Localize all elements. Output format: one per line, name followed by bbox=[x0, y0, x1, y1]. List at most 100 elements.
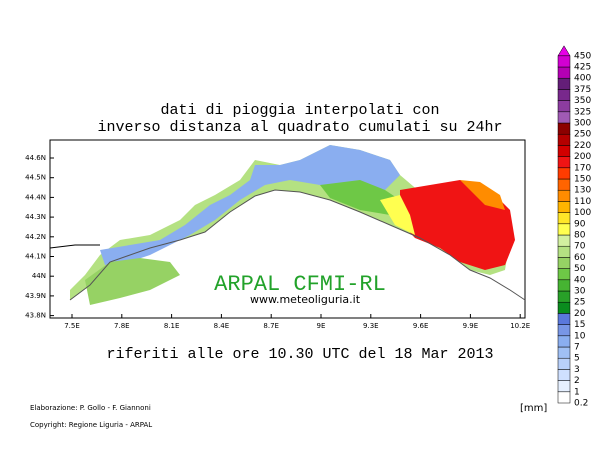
lon-label: 9.9E bbox=[463, 322, 479, 330]
legend-label: 15 bbox=[574, 320, 585, 330]
legend-label: 0.2 bbox=[574, 399, 588, 409]
legend-swatch bbox=[557, 133, 571, 146]
logo: ARPAL CFMI-RL bbox=[214, 272, 386, 297]
legend-swatch bbox=[557, 324, 571, 337]
lat-label: 44.1N bbox=[25, 253, 46, 261]
legend-swatch bbox=[557, 357, 571, 370]
legend-label: 350 bbox=[574, 96, 591, 106]
lat-label: 44.3N bbox=[25, 213, 46, 221]
lon-label: 9.6E bbox=[413, 322, 429, 330]
lat-label: 44.6N bbox=[25, 154, 46, 162]
legend-label: 220 bbox=[574, 141, 591, 151]
legend-label: 300 bbox=[574, 119, 591, 129]
legend-swatch bbox=[557, 223, 571, 236]
legend-swatch bbox=[557, 257, 571, 269]
land bbox=[320, 180, 400, 215]
legend-swatch bbox=[557, 268, 571, 281]
legend-label: 250 bbox=[574, 130, 591, 140]
legend-label: 375 bbox=[574, 85, 591, 95]
lat-label: 44.5N bbox=[25, 174, 46, 182]
title: dati di pioggia interpolati con bbox=[160, 102, 439, 119]
legend-label: 1 bbox=[574, 387, 580, 397]
legend-swatch bbox=[557, 100, 571, 113]
legend-label: 70 bbox=[574, 242, 586, 252]
land bbox=[100, 145, 400, 265]
land bbox=[85, 258, 180, 305]
lon-label: 7.8E bbox=[114, 322, 130, 330]
lon-label: 7.5E bbox=[64, 322, 80, 330]
legend-label: 7 bbox=[574, 343, 580, 353]
legend-swatch bbox=[557, 89, 571, 101]
legend-swatch bbox=[557, 145, 571, 157]
legend-label: 2 bbox=[574, 376, 580, 386]
legend-swatch bbox=[557, 111, 571, 124]
legend-label: 130 bbox=[574, 186, 591, 196]
lon-label: 9.3E bbox=[363, 322, 379, 330]
legend-swatch bbox=[557, 391, 571, 404]
legend-label: 5 bbox=[574, 354, 580, 364]
legend-label: 150 bbox=[574, 175, 591, 185]
legend-label: 90 bbox=[574, 219, 586, 229]
legend-swatch bbox=[557, 156, 571, 169]
legend-label: 110 bbox=[574, 197, 591, 207]
legend-swatch bbox=[557, 122, 571, 135]
legend-swatch bbox=[557, 234, 571, 247]
legend-swatch bbox=[557, 335, 571, 348]
legend-label: 100 bbox=[574, 208, 591, 218]
legend-swatch bbox=[557, 369, 571, 381]
lat-label: 43.8N bbox=[25, 312, 46, 320]
legend-label: 25 bbox=[574, 298, 585, 308]
coastline bbox=[69, 189, 526, 301]
land bbox=[380, 195, 415, 235]
legend-label: 450 bbox=[574, 51, 591, 61]
legend-swatch bbox=[557, 279, 571, 292]
credit: Elaborazione: P. Gollo - F. Giannoni bbox=[30, 404, 151, 412]
map: ARPAL CFMI-RL www.meteoliguria.it bbox=[49, 139, 526, 319]
legend-label: 60 bbox=[574, 253, 586, 263]
lon-label: 8.4E bbox=[214, 322, 230, 330]
title: inverso distanza al quadrato cumulati su… bbox=[97, 119, 502, 136]
legend-label: 325 bbox=[574, 107, 591, 117]
legend-swatch bbox=[557, 66, 571, 79]
legend-label: 170 bbox=[574, 163, 591, 173]
border bbox=[49, 244, 100, 249]
lon-label: 8.1E bbox=[164, 322, 180, 330]
legend-label: 20 bbox=[574, 309, 586, 319]
legend-swatch bbox=[557, 77, 571, 90]
subtitle: riferiti alle ore 10.30 UTC del 18 Mar 2… bbox=[106, 346, 493, 363]
lat-label: 43.9N bbox=[25, 292, 46, 300]
lat-label: 44.4N bbox=[25, 193, 46, 201]
legend-swatch bbox=[557, 313, 571, 325]
legend-label: 40 bbox=[574, 275, 586, 285]
legend-swatch bbox=[557, 167, 571, 180]
legend-swatch bbox=[557, 346, 571, 359]
legend-label: 425 bbox=[574, 63, 591, 73]
lat-label: 44N bbox=[32, 272, 46, 280]
lat-label: 44.2N bbox=[25, 233, 46, 241]
land bbox=[460, 180, 505, 210]
legend-label: 200 bbox=[574, 152, 591, 162]
unit: [mm] bbox=[520, 403, 547, 414]
legend-label: 10 bbox=[574, 331, 586, 341]
website: www.meteoliguria.it bbox=[250, 293, 361, 306]
legend-label: 80 bbox=[574, 231, 586, 241]
legend-swatch bbox=[557, 212, 571, 225]
legend-label: 400 bbox=[574, 74, 591, 84]
lon-label: 9E bbox=[317, 322, 326, 330]
legend-label: 50 bbox=[574, 264, 586, 274]
land bbox=[70, 145, 510, 300]
legend-swatch bbox=[557, 301, 571, 314]
legend-swatch bbox=[557, 178, 571, 191]
lon-label: 8.7E bbox=[263, 322, 279, 330]
legend-swatch bbox=[557, 189, 571, 202]
lon-label: 10.2E bbox=[510, 322, 530, 330]
legend-swatch bbox=[557, 201, 571, 213]
legend-label: 30 bbox=[574, 287, 586, 297]
legend-label: 3 bbox=[574, 365, 580, 375]
credit: Copyright: Regione Liguria - ARPAL bbox=[30, 421, 152, 429]
legend-swatch bbox=[557, 245, 571, 258]
legend-swatch bbox=[557, 290, 571, 303]
legend-swatch bbox=[557, 55, 571, 68]
legend-top bbox=[557, 45, 571, 57]
